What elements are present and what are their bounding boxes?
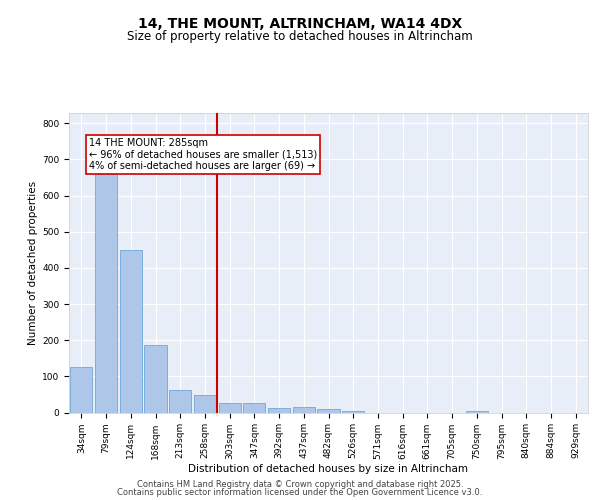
Bar <box>218 402 241 412</box>
Bar <box>169 390 191 412</box>
Bar <box>268 408 290 412</box>
X-axis label: Distribution of detached houses by size in Altrincham: Distribution of detached houses by size … <box>188 464 469 474</box>
Bar <box>145 344 167 412</box>
Text: Contains HM Land Registry data © Crown copyright and database right 2025.: Contains HM Land Registry data © Crown c… <box>137 480 463 489</box>
Text: 14, THE MOUNT, ALTRINCHAM, WA14 4DX: 14, THE MOUNT, ALTRINCHAM, WA14 4DX <box>138 18 462 32</box>
Text: Contains public sector information licensed under the Open Government Licence v3: Contains public sector information licen… <box>118 488 482 497</box>
Bar <box>342 411 364 412</box>
Bar <box>243 403 265 412</box>
Bar <box>317 409 340 412</box>
Text: Size of property relative to detached houses in Altrincham: Size of property relative to detached ho… <box>127 30 473 43</box>
Bar <box>293 408 315 412</box>
Text: 14 THE MOUNT: 285sqm
← 96% of detached houses are smaller (1,513)
4% of semi-det: 14 THE MOUNT: 285sqm ← 96% of detached h… <box>89 138 317 171</box>
Bar <box>95 174 117 412</box>
Bar <box>119 250 142 412</box>
Bar <box>194 395 216 412</box>
Bar <box>466 411 488 412</box>
Bar <box>70 367 92 412</box>
Y-axis label: Number of detached properties: Number of detached properties <box>28 180 38 344</box>
